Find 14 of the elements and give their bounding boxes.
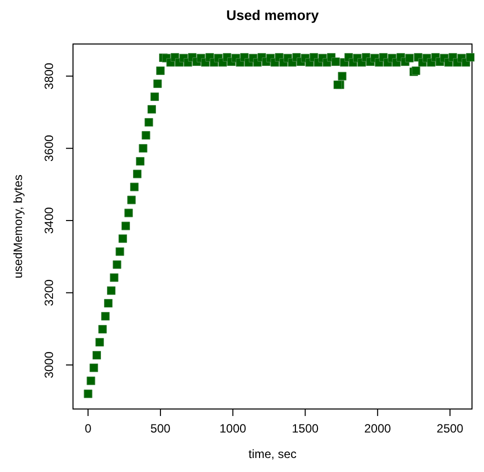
x-tick-label: 0 — [84, 422, 92, 436]
x-tick-label: 1500 — [292, 422, 319, 436]
x-axis-title: time, sec — [248, 447, 297, 461]
y-tick-label: 3200 — [42, 279, 56, 306]
x-tick-label: 2000 — [364, 422, 392, 436]
y-tick-label: 3800 — [42, 62, 56, 90]
x-tick-label: 1000 — [219, 422, 246, 436]
x-tick-label: 500 — [150, 422, 171, 436]
y-tick-label: 3400 — [42, 206, 56, 234]
y-axis-title: usedMemory, bytes — [11, 174, 25, 278]
y-tick-label: 3600 — [42, 134, 56, 162]
x-tick-label: 2500 — [436, 422, 464, 436]
y-tick-label: 3000 — [42, 351, 56, 378]
chart-title: Used memory — [226, 7, 320, 23]
